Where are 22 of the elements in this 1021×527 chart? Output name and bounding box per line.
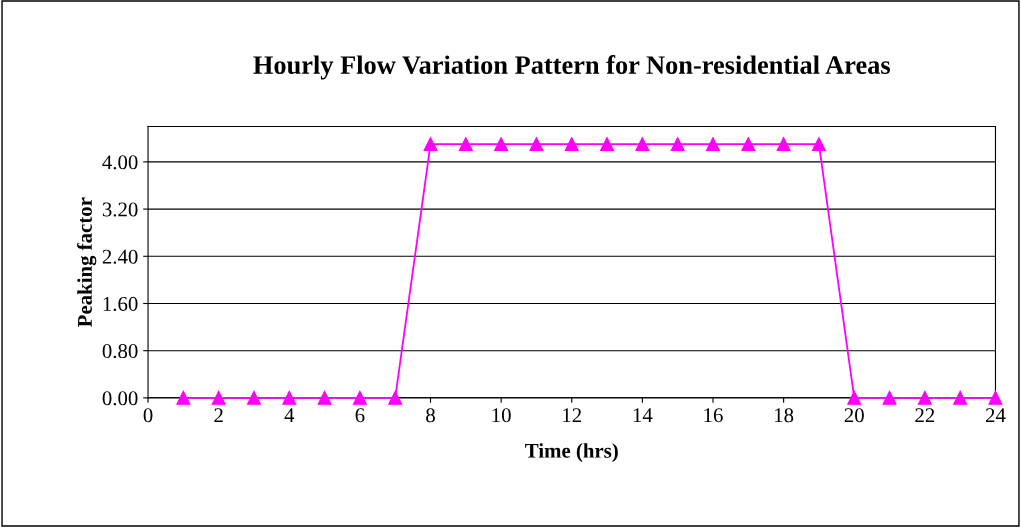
- x-tick-label: 10: [492, 408, 511, 423]
- y-axis-title: Peaking factor: [77, 197, 97, 327]
- y-tick-label: 0.80: [102, 344, 138, 359]
- x-tick-label: 24: [985, 408, 1006, 423]
- x-tick-label: 2: [214, 408, 223, 423]
- x-tick-label: 6: [355, 408, 365, 423]
- x-tick-label: 20: [844, 408, 864, 423]
- x-tick-label: 12: [563, 408, 582, 423]
- y-tick-label: 3.20: [102, 202, 138, 217]
- x-tick-label: 22: [915, 408, 935, 423]
- x-axis-title: Time (hrs): [525, 443, 618, 463]
- y-tick-label: 4.00: [102, 155, 138, 170]
- x-tick-label: 16: [704, 408, 723, 423]
- x-tick-label: 4: [284, 408, 295, 423]
- x-tick-label: 18: [775, 408, 794, 423]
- chart-title: Hourly Flow Variation Pattern for Non-residential Areas: [253, 55, 891, 80]
- y-tick-label: 2.40: [102, 249, 138, 264]
- y-tick-label: 1.60: [103, 296, 138, 312]
- x-tick-label: 8: [426, 408, 435, 423]
- y-tick-label: 0.00: [102, 391, 138, 406]
- x-tick-label: 0: [143, 408, 153, 423]
- x-tick-label: 14: [633, 408, 653, 423]
